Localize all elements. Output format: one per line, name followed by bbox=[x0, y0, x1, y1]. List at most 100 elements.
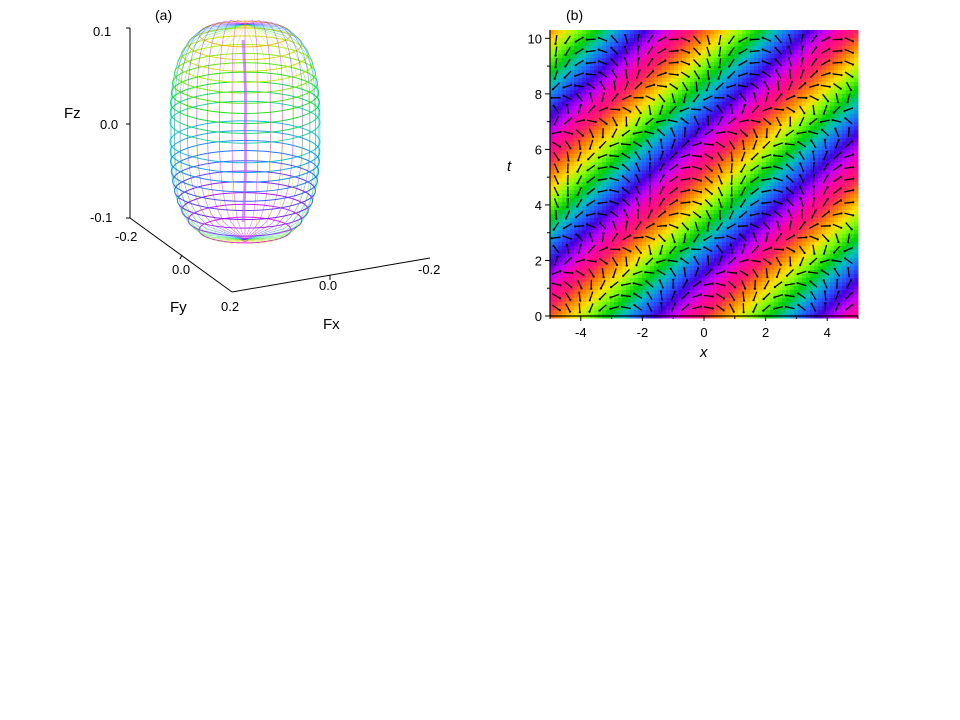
heatmap-cell bbox=[694, 38, 699, 43]
heatmap-cell bbox=[734, 246, 739, 251]
heatmap-cell bbox=[822, 42, 827, 47]
heatmap-cell bbox=[806, 206, 811, 211]
heatmap-cell bbox=[782, 178, 787, 183]
heatmap-cell bbox=[634, 138, 639, 143]
heatmap-cell bbox=[550, 182, 555, 187]
heatmap-cell bbox=[634, 158, 639, 163]
heatmap-cell bbox=[622, 50, 627, 55]
heatmap-cell bbox=[810, 210, 815, 215]
heatmap-cell bbox=[574, 82, 579, 87]
heatmap-cell bbox=[642, 218, 647, 223]
heatmap-cell bbox=[610, 150, 615, 155]
heatmap-cell bbox=[766, 74, 771, 79]
heatmap-cell bbox=[690, 274, 695, 279]
heatmap-cell bbox=[690, 206, 695, 211]
heatmap-cell bbox=[614, 186, 619, 191]
heatmap-cell bbox=[574, 262, 579, 267]
heatmap-cell bbox=[690, 74, 695, 79]
heatmap-cell bbox=[706, 234, 711, 239]
heatmap-cell bbox=[602, 174, 607, 179]
heatmap-cell bbox=[698, 174, 703, 179]
heatmap-cell bbox=[774, 106, 779, 111]
heatmap-cell bbox=[606, 134, 611, 139]
heatmap-cell bbox=[698, 266, 703, 271]
heatmap-cell bbox=[706, 158, 711, 163]
heatmap-cell bbox=[726, 42, 731, 47]
heatmap-cell bbox=[730, 98, 735, 103]
heatmap-cell bbox=[782, 58, 787, 63]
heatmap-cell bbox=[750, 50, 755, 55]
heatmap-cell bbox=[770, 282, 775, 287]
heatmap-cell bbox=[738, 234, 743, 239]
heatmap-cell bbox=[838, 194, 843, 199]
heatmap-cell bbox=[622, 210, 627, 215]
heatmap-cell bbox=[610, 270, 615, 275]
heatmap-cell bbox=[794, 166, 799, 171]
heatmap-cell bbox=[814, 254, 819, 259]
heatmap-cell bbox=[722, 142, 727, 147]
heatmap-cell bbox=[750, 34, 755, 39]
heatmap-cell bbox=[578, 230, 583, 235]
heatmap-cell bbox=[746, 202, 751, 207]
heatmap-cell bbox=[662, 202, 667, 207]
heatmap-cell bbox=[802, 226, 807, 231]
heatmap-cell bbox=[822, 218, 827, 223]
heatmap-cell bbox=[698, 210, 703, 215]
heatmap-cell bbox=[758, 50, 763, 55]
heatmap-cell bbox=[602, 122, 607, 127]
heatmap-cell bbox=[802, 266, 807, 271]
heatmap-cell bbox=[566, 254, 571, 259]
heatmap-cell bbox=[702, 62, 707, 67]
heatmap-cell bbox=[806, 134, 811, 139]
heatmap-cell bbox=[606, 38, 611, 43]
heatmap-cell bbox=[654, 218, 659, 223]
heatmap-cell bbox=[730, 86, 735, 91]
heatmap-cell bbox=[830, 102, 835, 107]
heatmap-cell bbox=[658, 30, 663, 35]
heatmap-cell bbox=[746, 166, 751, 171]
heatmap-cell bbox=[662, 134, 667, 139]
heatmap-cell bbox=[846, 46, 851, 51]
heatmap-cell bbox=[786, 42, 791, 47]
heatmap-cell bbox=[710, 182, 715, 187]
heatmap-cell bbox=[774, 110, 779, 115]
heatmap-cell bbox=[770, 258, 775, 263]
heatmap-cell bbox=[550, 258, 555, 263]
heatmap-cell bbox=[598, 118, 603, 123]
heatmap-cell bbox=[814, 194, 819, 199]
heatmap-cell bbox=[854, 178, 859, 183]
heatmap-cell bbox=[626, 250, 631, 255]
heatmap-cell bbox=[654, 82, 659, 87]
heatmap-cell bbox=[638, 158, 643, 163]
heatmap-cell bbox=[578, 30, 583, 35]
heatmap-cell bbox=[830, 210, 835, 215]
heatmap-cell bbox=[706, 230, 711, 235]
heatmap-cell bbox=[662, 146, 667, 151]
heatmap-cell bbox=[818, 58, 823, 63]
heatmap-cell bbox=[730, 78, 735, 83]
heatmap-cell bbox=[778, 30, 783, 35]
heatmap-cell bbox=[678, 66, 683, 71]
heatmap-cell bbox=[730, 226, 735, 231]
heatmap-cell bbox=[854, 206, 859, 211]
heatmap-cell bbox=[590, 242, 595, 247]
heatmap-cell bbox=[666, 162, 671, 167]
heatmap-cell bbox=[710, 66, 715, 71]
heatmap-cell bbox=[630, 206, 635, 211]
heatmap-cell bbox=[622, 266, 627, 271]
heatmap-cell bbox=[734, 122, 739, 127]
heatmap-cell bbox=[830, 174, 835, 179]
heatmap-cell bbox=[818, 130, 823, 135]
heatmap-cell bbox=[818, 86, 823, 91]
heatmap-cell bbox=[622, 270, 627, 275]
heatmap-cell bbox=[782, 106, 787, 111]
heatmap-cell bbox=[794, 250, 799, 255]
heatmap-cell bbox=[606, 274, 611, 279]
heatmap-cell bbox=[750, 206, 755, 211]
heatmap-cell bbox=[586, 214, 591, 219]
heatmap-cell bbox=[842, 246, 847, 251]
heatmap-cell bbox=[850, 230, 855, 235]
heatmap-cell bbox=[634, 126, 639, 131]
heatmap-cell bbox=[662, 154, 667, 159]
heatmap-cell bbox=[742, 126, 747, 131]
